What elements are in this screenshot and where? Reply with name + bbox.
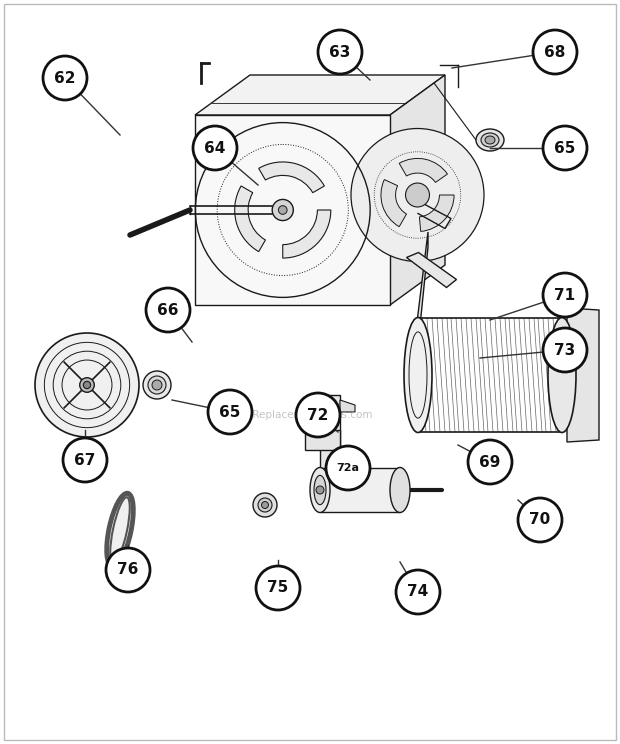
Ellipse shape: [548, 318, 576, 432]
Text: 66: 66: [157, 303, 179, 318]
Circle shape: [326, 446, 370, 490]
Polygon shape: [195, 115, 390, 305]
Circle shape: [208, 390, 252, 434]
Circle shape: [296, 393, 340, 437]
Polygon shape: [320, 468, 400, 512]
Ellipse shape: [485, 136, 495, 144]
Circle shape: [316, 486, 324, 494]
Circle shape: [146, 288, 190, 332]
Text: 67: 67: [74, 452, 95, 467]
Wedge shape: [235, 186, 265, 251]
Polygon shape: [390, 75, 445, 305]
Polygon shape: [413, 232, 428, 395]
Text: 64: 64: [205, 141, 226, 155]
Text: 72: 72: [308, 408, 329, 423]
Text: 71: 71: [554, 287, 575, 303]
Circle shape: [63, 438, 107, 482]
Text: 65: 65: [554, 141, 576, 155]
Circle shape: [405, 183, 430, 207]
Wedge shape: [399, 158, 448, 182]
Circle shape: [318, 30, 362, 74]
Polygon shape: [305, 430, 340, 450]
Text: 69: 69: [479, 455, 501, 469]
Circle shape: [533, 30, 577, 74]
Ellipse shape: [390, 467, 410, 513]
Circle shape: [80, 378, 94, 392]
Circle shape: [518, 498, 562, 542]
Text: 76: 76: [117, 562, 139, 577]
Circle shape: [35, 333, 139, 437]
Polygon shape: [567, 308, 599, 442]
Wedge shape: [283, 210, 331, 258]
Text: 63: 63: [329, 45, 351, 60]
Circle shape: [543, 126, 587, 170]
Wedge shape: [259, 162, 324, 193]
Polygon shape: [195, 75, 445, 115]
Wedge shape: [381, 179, 407, 227]
Circle shape: [253, 493, 277, 517]
Text: 62: 62: [55, 71, 76, 86]
Circle shape: [396, 570, 440, 614]
Circle shape: [143, 371, 171, 399]
Circle shape: [543, 328, 587, 372]
Circle shape: [278, 205, 287, 214]
Circle shape: [152, 380, 162, 390]
Circle shape: [258, 498, 272, 512]
Ellipse shape: [404, 318, 432, 432]
Text: 73: 73: [554, 342, 575, 358]
Circle shape: [106, 548, 150, 592]
Wedge shape: [419, 195, 454, 231]
Ellipse shape: [314, 475, 326, 504]
Circle shape: [351, 129, 484, 261]
Circle shape: [148, 376, 166, 394]
Text: 72a: 72a: [337, 463, 360, 473]
Polygon shape: [340, 460, 355, 472]
Text: 75: 75: [267, 580, 289, 595]
Ellipse shape: [481, 133, 499, 147]
Text: 70: 70: [529, 513, 551, 527]
Text: eReplacementParts.com: eReplacementParts.com: [247, 410, 373, 420]
Circle shape: [468, 440, 512, 484]
Circle shape: [43, 56, 87, 100]
Circle shape: [262, 501, 268, 508]
Ellipse shape: [476, 129, 504, 151]
Text: 74: 74: [407, 585, 428, 600]
Text: 65: 65: [219, 405, 241, 420]
Circle shape: [543, 273, 587, 317]
Ellipse shape: [110, 497, 130, 562]
Circle shape: [193, 126, 237, 170]
Polygon shape: [320, 395, 340, 470]
Circle shape: [272, 199, 293, 220]
Polygon shape: [407, 252, 456, 287]
Ellipse shape: [310, 467, 330, 513]
Circle shape: [83, 382, 91, 388]
Polygon shape: [340, 400, 355, 412]
Text: 68: 68: [544, 45, 565, 60]
Circle shape: [256, 566, 300, 610]
